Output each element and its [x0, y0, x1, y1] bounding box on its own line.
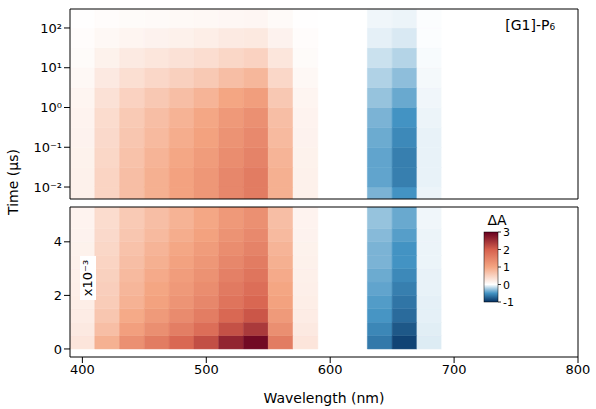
svg-text:[G1]-P₆: [G1]-P₆	[505, 17, 555, 33]
svg-text:10¹: 10¹	[40, 60, 62, 75]
svg-text:x10⁻³: x10⁻³	[80, 260, 95, 296]
svg-text:10⁻¹: 10⁻¹	[33, 140, 62, 155]
svg-text:ΔA: ΔA	[487, 212, 507, 228]
svg-text:10²: 10²	[40, 21, 62, 36]
svg-text:400: 400	[70, 362, 95, 377]
svg-text:500: 500	[194, 362, 219, 377]
svg-text:2: 2	[54, 288, 62, 303]
svg-text:Time (µs): Time (µs)	[5, 149, 21, 216]
svg-text:-1: -1	[503, 296, 514, 309]
svg-text:0: 0	[503, 279, 510, 292]
svg-text:2: 2	[503, 244, 510, 257]
svg-text:Wavelength (nm): Wavelength (nm)	[264, 390, 385, 406]
svg-text:3: 3	[503, 226, 510, 239]
svg-text:0: 0	[54, 342, 62, 357]
svg-text:700: 700	[442, 362, 467, 377]
svg-text:10⁰: 10⁰	[40, 100, 62, 115]
svg-text:800: 800	[566, 362, 591, 377]
svg-text:10⁻²: 10⁻²	[33, 180, 62, 195]
svg-text:1: 1	[503, 261, 510, 274]
svg-text:4: 4	[54, 234, 62, 249]
svg-text:600: 600	[318, 362, 343, 377]
